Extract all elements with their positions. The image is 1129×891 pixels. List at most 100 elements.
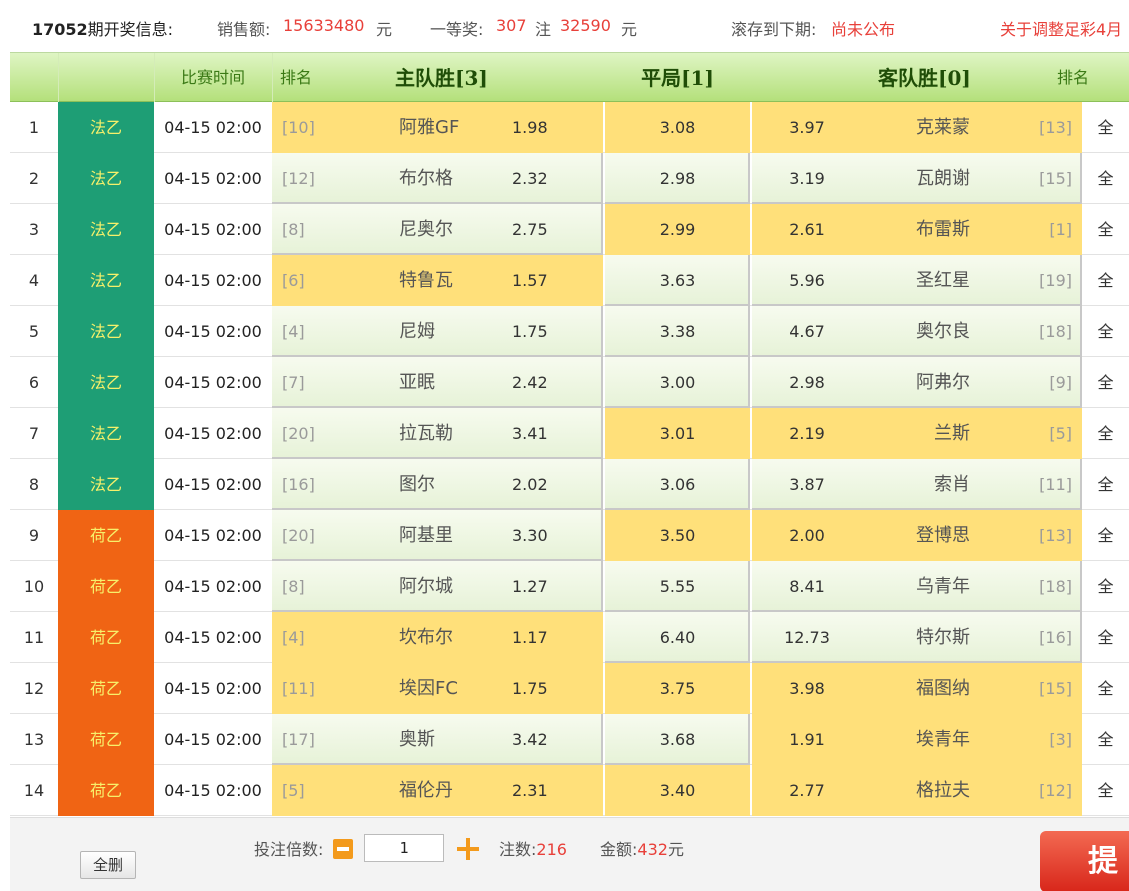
away-win-option[interactable]: 3.98 福图纳 [15] (752, 663, 1082, 714)
home-win-option[interactable]: [4] 坎布尔 1.17 (272, 612, 603, 663)
sales-label: 销售额: (217, 20, 271, 39)
draw-odds: 3.40 (659, 781, 696, 800)
draw-option[interactable]: 3.50 (605, 510, 750, 561)
home-win-option[interactable]: [8] 阿尔城 1.27 (272, 561, 603, 612)
home-win-option[interactable]: [12] 布尔格 2.32 (272, 153, 603, 204)
decrease-multiplier-button[interactable] (333, 839, 353, 859)
home-odds: 2.02 (512, 475, 548, 494)
away-win-option[interactable]: 2.77 格拉夫 [12] (752, 765, 1082, 816)
select-all-button[interactable]: 全 (1097, 373, 1114, 392)
increase-multiplier-button[interactable] (456, 837, 480, 861)
away-win-option[interactable]: 8.41 乌青年 [18] (752, 561, 1082, 612)
clear-all-button[interactable]: 全删 (80, 851, 136, 879)
draw-option[interactable]: 6.40 (605, 612, 750, 663)
select-all-button[interactable]: 全 (1097, 679, 1114, 698)
away-win-option[interactable]: 2.00 登博思 [13] (752, 510, 1082, 561)
submit-button[interactable]: 提 (1040, 831, 1129, 891)
league-badge: 法乙 (58, 306, 154, 357)
home-win-option[interactable]: [20] 拉瓦勒 3.41 (272, 408, 603, 459)
home-win-option[interactable]: [5] 福伦丹 2.31 (272, 765, 603, 816)
match-number: 3 (28, 220, 40, 239)
away-rank: [1] (1049, 220, 1072, 239)
draw-option[interactable]: 3.68 (605, 714, 750, 765)
draw-odds: 3.06 (659, 475, 696, 494)
league-badge: 荷乙 (58, 663, 154, 714)
home-win-option[interactable]: [6] 特鲁瓦 1.57 (272, 255, 603, 306)
notice-link[interactable]: 关于调整足彩4月 (1000, 20, 1123, 39)
multiplier-input[interactable] (364, 834, 444, 862)
select-all-button[interactable]: 全 (1097, 271, 1114, 290)
issue-label: 17052期开奖信息: (32, 20, 174, 39)
away-win-option[interactable]: 4.67 奥尔良 [18] (752, 306, 1082, 357)
select-all-button[interactable]: 全 (1097, 730, 1114, 749)
match-number: 7 (28, 424, 40, 443)
away-win-option[interactable]: 2.98 阿弗尔 [9] (752, 357, 1082, 408)
multiplier-label: 投注倍数: (254, 840, 324, 859)
away-win-option[interactable]: 3.97 克莱蒙 [13] (752, 102, 1082, 153)
league-badge: 荷乙 (58, 714, 154, 765)
match-number: 2 (28, 169, 40, 188)
match-row: 14 荷乙 04-15 02:00 [5] 福伦丹 2.31 3.40 2.77 格拉夫 [12]… (10, 765, 1129, 816)
away-win-option[interactable]: 3.19 瓦朗谢 [15] (752, 153, 1082, 204)
league-badge: 法乙 (58, 357, 154, 408)
away-team: 索肖 (934, 474, 970, 495)
home-win-option[interactable]: [4] 尼姆 1.75 (272, 306, 603, 357)
draw-option[interactable]: 3.00 (605, 357, 750, 408)
away-team: 奥尔良 (916, 321, 970, 342)
home-rank: [20] (282, 526, 315, 545)
home-win-option[interactable]: [20] 阿基里 3.30 (272, 510, 603, 561)
select-all-button[interactable]: 全 (1097, 781, 1114, 800)
home-win-option[interactable]: [17] 奥斯 3.42 (272, 714, 603, 765)
away-team: 福图纳 (916, 678, 970, 699)
select-all-button[interactable]: 全 (1097, 169, 1114, 188)
draw-option[interactable]: 3.06 (605, 459, 750, 510)
draw-option[interactable]: 2.98 (605, 153, 750, 204)
select-all-button[interactable]: 全 (1097, 628, 1114, 647)
draw-option[interactable]: 3.08 (605, 102, 750, 153)
home-team: 阿雅GF (399, 117, 460, 138)
home-win-option[interactable]: [8] 尼奥尔 2.75 (272, 204, 603, 255)
select-all-button[interactable]: 全 (1097, 475, 1114, 494)
away-win-option[interactable]: 1.91 埃青年 [3] (752, 714, 1082, 765)
match-row: 2 法乙 04-15 02:00 [12] 布尔格 2.32 2.98 3.19 瓦朗谢 [15]… (10, 153, 1129, 204)
draw-option[interactable]: 5.55 (605, 561, 750, 612)
away-odds: 2.77 (789, 781, 825, 800)
draw-option[interactable]: 2.99 (605, 204, 750, 255)
away-win-option[interactable]: 12.73 特尔斯 [16] (752, 612, 1082, 663)
match-number: 10 (23, 577, 45, 596)
away-team: 瓦朗谢 (916, 168, 970, 189)
sales-value: 15633480 (283, 16, 365, 35)
draw-info-bar: 17052期开奖信息: 销售额: 15633480 元 一等奖: 307 注 3… (0, 0, 1129, 52)
away-win-option[interactable]: 3.87 索肖 [11] (752, 459, 1082, 510)
home-rank: [8] (282, 577, 305, 596)
draw-odds: 2.98 (659, 169, 696, 188)
select-all-button[interactable]: 全 (1097, 220, 1114, 239)
home-win-option[interactable]: [7] 亚眠 2.42 (272, 357, 603, 408)
select-all-button[interactable]: 全 (1097, 424, 1114, 443)
select-all-button[interactable]: 全 (1097, 322, 1114, 341)
select-all-button[interactable]: 全 (1097, 118, 1114, 137)
away-odds: 5.96 (789, 271, 825, 290)
draw-odds: 3.01 (659, 424, 696, 443)
away-rank: [16] (1039, 628, 1072, 647)
match-number: 1 (28, 118, 40, 137)
away-win-option[interactable]: 2.61 布雷斯 [1] (752, 204, 1082, 255)
home-win-option[interactable]: [11] 埃因FC 1.75 (272, 663, 603, 714)
select-all-button[interactable]: 全 (1097, 577, 1114, 596)
select-all-button[interactable]: 全 (1097, 526, 1114, 545)
away-team: 阿弗尔 (916, 372, 970, 393)
draw-option[interactable]: 3.01 (605, 408, 750, 459)
away-win-option[interactable]: 5.96 圣红星 [19] (752, 255, 1082, 306)
away-win-option[interactable]: 2.19 兰斯 [5] (752, 408, 1082, 459)
header-match-time: 比赛时间 (180, 68, 245, 87)
home-win-option[interactable]: [16] 图尔 2.02 (272, 459, 603, 510)
draw-option[interactable]: 3.63 (605, 255, 750, 306)
away-odds: 2.98 (789, 373, 825, 392)
home-odds: 1.17 (512, 628, 548, 647)
draw-option[interactable]: 3.40 (605, 765, 750, 816)
home-win-option[interactable]: [10] 阿雅GF 1.98 (272, 102, 603, 153)
draw-option[interactable]: 3.38 (605, 306, 750, 357)
match-row: 13 荷乙 04-15 02:00 [17] 奥斯 3.42 3.68 1.91 埃青年 [3] 全 (10, 714, 1129, 765)
match-time: 04-15 02:00 (164, 475, 262, 494)
draw-option[interactable]: 3.75 (605, 663, 750, 714)
